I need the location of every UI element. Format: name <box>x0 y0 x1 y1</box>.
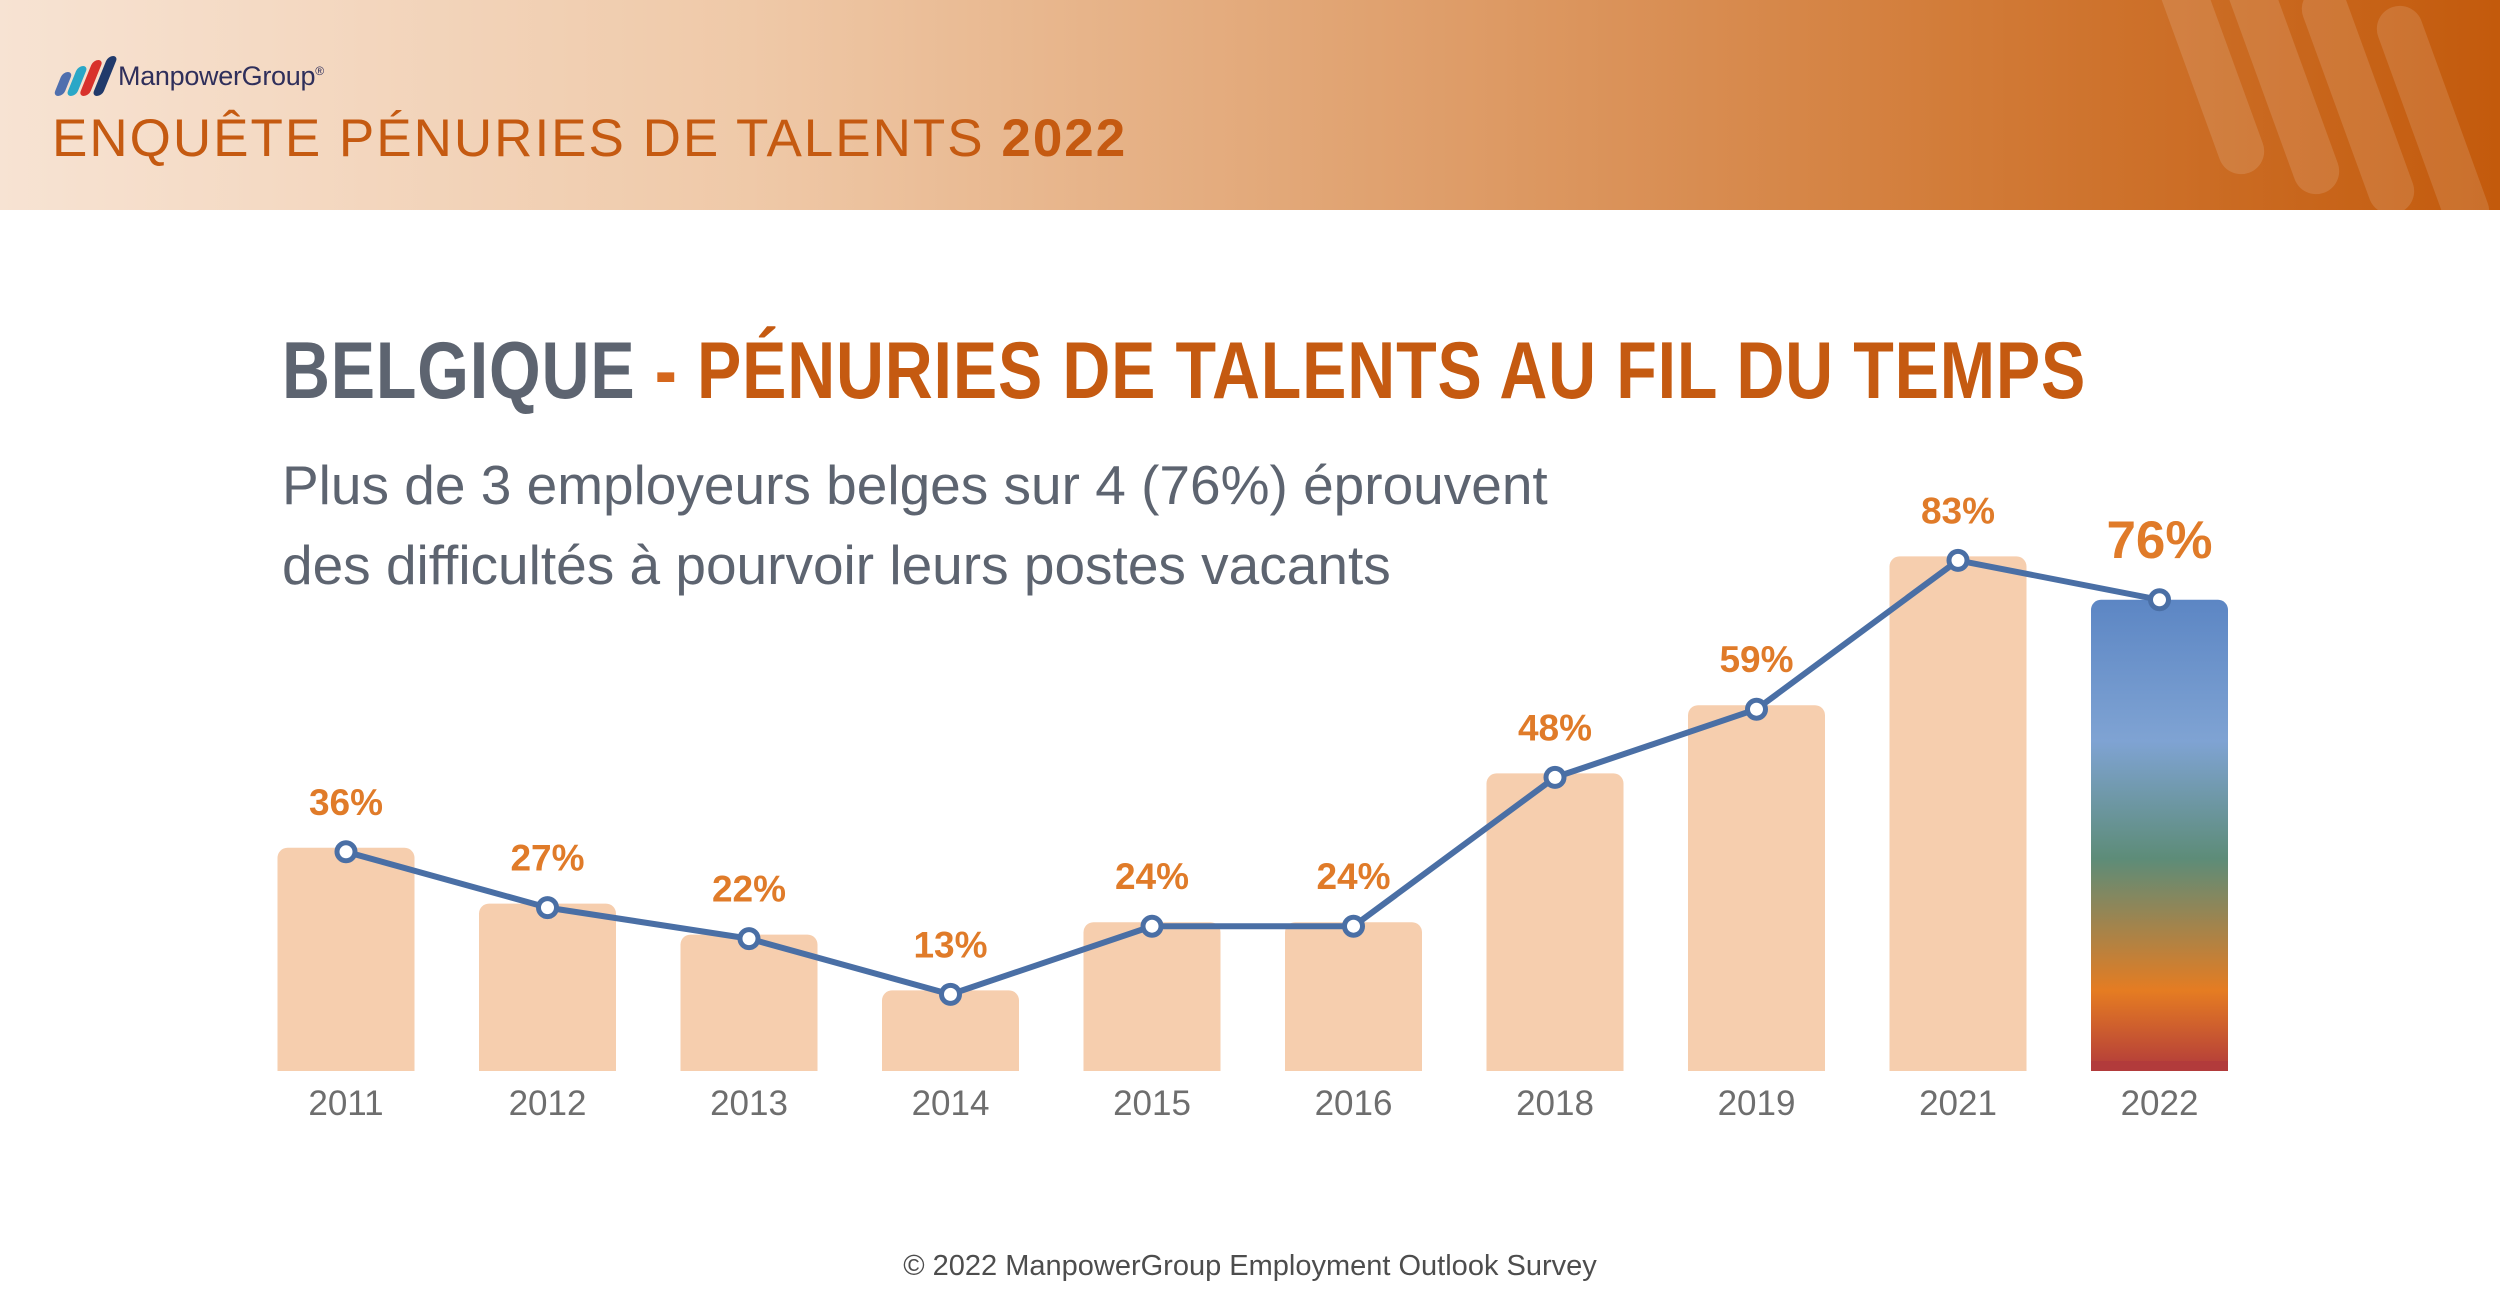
subtitle-line-1: Plus de 3 employeurs belges sur 4 (76%) … <box>282 454 1548 516</box>
x-tick-2013: 2013 <box>710 1084 788 1123</box>
subtitle: Plus de 3 employeurs belges sur 4 (76%) … <box>282 445 1982 605</box>
bar-2012 <box>479 903 616 1071</box>
data-label-2011: 36% <box>309 782 383 823</box>
line-point-2016 <box>1342 914 1365 938</box>
trend-line <box>343 557 2163 998</box>
line-point-2018 <box>1543 765 1567 789</box>
data-label-2022: 76% <box>2106 511 2212 570</box>
bar-2011 <box>277 847 415 1071</box>
bar-base <box>1688 1061 1825 1071</box>
x-tick-2022: 2022 <box>2121 1084 2199 1123</box>
title-country: BELGIQUE <box>282 326 636 416</box>
bar-base <box>680 1061 818 1071</box>
bar-2015 <box>1083 922 1221 1071</box>
bar-2021 <box>1889 556 2027 1071</box>
bar-base <box>1083 1061 1221 1071</box>
subtitle-line-2: des difficultés à pourvoir leurs postes … <box>282 534 1391 596</box>
bar-base <box>277 1061 415 1071</box>
title-separator: - <box>635 326 697 416</box>
bar-highlight-2022 <box>2091 599 2228 1071</box>
bar-base <box>1285 1061 1422 1071</box>
data-label-2018: 48% <box>1518 707 1592 748</box>
footer-copyright: © 2022 ManpowerGroup Employment Outlook … <box>903 1250 1597 1282</box>
line-point-2014 <box>939 982 962 1006</box>
bar-base <box>1889 1061 2027 1071</box>
data-label-2014: 13% <box>913 924 987 965</box>
data-label-2013: 22% <box>712 869 786 910</box>
data-label-2012: 27% <box>510 838 584 879</box>
line-point-2011 <box>334 840 358 864</box>
x-tick-2018: 2018 <box>1516 1084 1594 1123</box>
brand-name: ManpowerGroup® <box>118 60 324 91</box>
line-point-2012 <box>536 896 559 920</box>
title-text: PÉNURIES DE TALENTS AU FIL DU TEMPS <box>696 326 2087 416</box>
bar-2016 <box>1285 922 1422 1071</box>
bar-2014 <box>882 990 1019 1071</box>
bar-base <box>479 1061 616 1071</box>
bar-2013 <box>680 934 818 1071</box>
bar-2018 <box>1486 773 1624 1071</box>
line-point-2019 <box>1745 697 1768 721</box>
manpowergroup-logo: ManpowerGroup® <box>52 52 324 100</box>
x-tick-2015: 2015 <box>1113 1084 1191 1123</box>
line-point-2021 <box>1946 548 1970 572</box>
header-banner: ManpowerGroup® ENQUÊTE PÉNURIES DE TALEN… <box>0 0 2500 210</box>
x-tick-2021: 2021 <box>1919 1084 1997 1123</box>
x-tick-2014: 2014 <box>912 1084 990 1123</box>
page-title: BELGIQUE - PÉNURIES DE TALENTS AU FIL DU… <box>282 325 2086 418</box>
data-label-2016: 24% <box>1316 856 1390 897</box>
line-point-2015 <box>1140 914 1164 938</box>
bar-base <box>2091 1061 2228 1071</box>
bar-base <box>882 1061 1019 1071</box>
data-label-2021: 83% <box>1921 490 1995 531</box>
survey-title: ENQUÊTE PÉNURIES DE TALENTS 2022 <box>52 109 1128 168</box>
x-tick-2012: 2012 <box>509 1084 587 1123</box>
line-point-2013 <box>737 927 761 951</box>
x-tick-2019: 2019 <box>1718 1084 1796 1123</box>
data-label-2019: 59% <box>1719 639 1793 680</box>
x-tick-2016: 2016 <box>1315 1084 1393 1123</box>
line-point-2022 <box>2148 588 2171 612</box>
bar-base <box>1486 1061 1624 1071</box>
x-tick-2011: 2011 <box>308 1084 383 1123</box>
bar-2019 <box>1688 705 1825 1071</box>
data-label-2015: 24% <box>1115 856 1189 897</box>
